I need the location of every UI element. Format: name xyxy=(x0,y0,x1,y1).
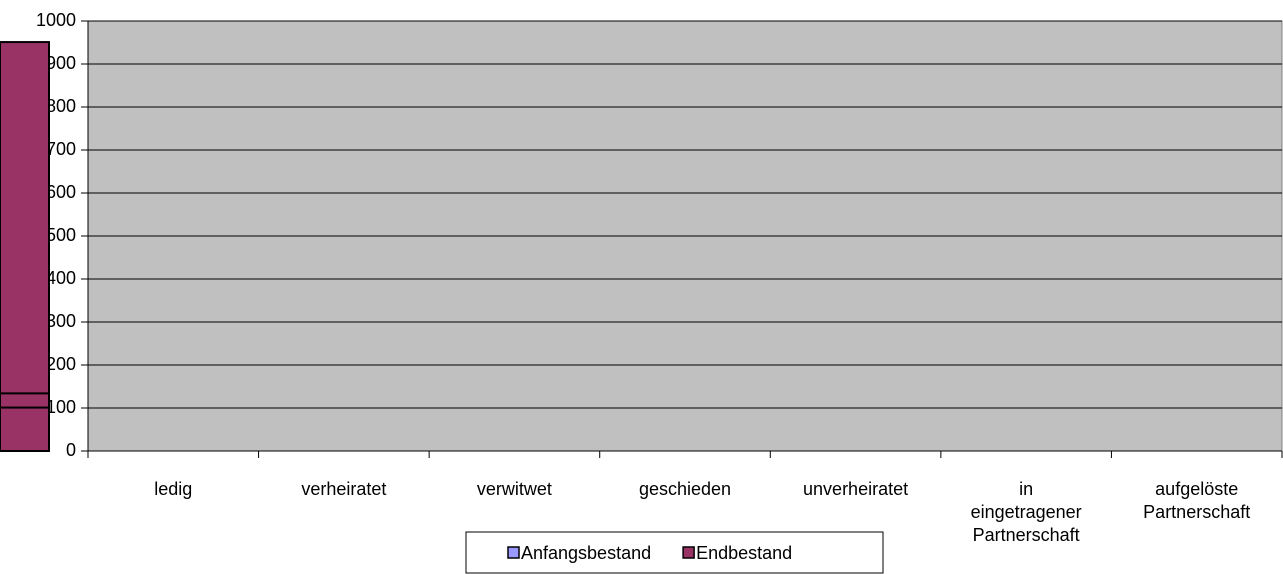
bar xyxy=(0,406,50,453)
bar xyxy=(0,41,50,452)
x-tick-label: verwitwet xyxy=(477,479,552,499)
y-tick-label: 1000 xyxy=(36,10,76,30)
x-tick-label: aufgelöste Partnerschaft xyxy=(1143,479,1250,522)
legend-swatch xyxy=(507,546,520,559)
y-tick-label: 200 xyxy=(46,354,76,374)
y-tick-label: 100 xyxy=(46,397,76,417)
y-tick-label: 400 xyxy=(46,268,76,288)
legend-label: Anfangsbestand xyxy=(521,543,651,563)
y-tick-label: 600 xyxy=(46,182,76,202)
y-tick-label: 500 xyxy=(46,225,76,245)
legend-box xyxy=(465,531,884,574)
y-tick-label: 700 xyxy=(46,139,76,159)
x-tick-label: verheiratet xyxy=(301,479,386,499)
x-tick-label: geschieden xyxy=(639,479,731,499)
y-tick-label: 800 xyxy=(46,96,76,116)
y-tick-label: 300 xyxy=(46,311,76,331)
x-tick-label: unverheiratet xyxy=(803,479,908,499)
y-tick-label: 900 xyxy=(46,53,76,73)
legend-label: Endbestand xyxy=(696,543,792,563)
x-tick-label: ledig xyxy=(154,479,192,499)
y-tick-label: 0 xyxy=(66,440,76,460)
x-tick-label: in eingetragener Partnerschaft xyxy=(971,479,1082,545)
legend-swatch xyxy=(682,546,695,559)
